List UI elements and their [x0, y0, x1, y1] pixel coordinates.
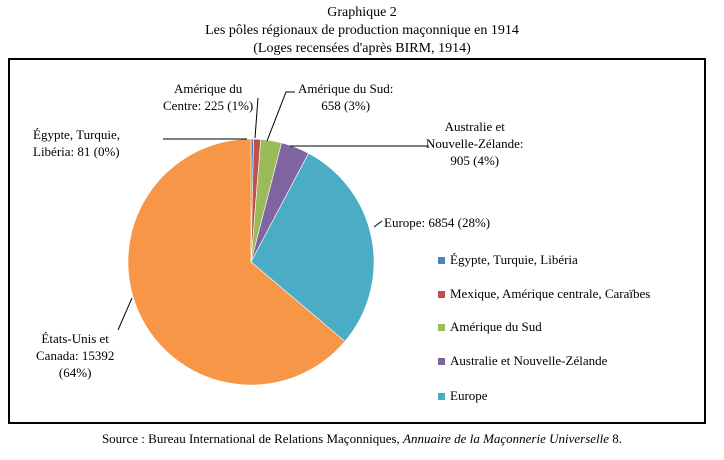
pie-slice: [127, 138, 346, 386]
data-label-australie: Australie et Nouvelle-Zélande: 905 (4%): [426, 118, 523, 169]
data-label-egypt-line2: Libéria: 81 (0%): [33, 144, 120, 159]
data-label-egypt-line1: Égypte, Turquie,: [33, 127, 121, 142]
data-label-centre-line1: Amérique du: [174, 81, 243, 96]
chart-title-block: Graphique 2 Les pôles régionaux de produ…: [0, 4, 724, 58]
pie-slice: [250, 152, 375, 342]
legend-label: Australie et Nouvelle-Zélande: [450, 353, 608, 368]
data-label-sud-line2: 658 (3%): [321, 98, 371, 113]
data-label-australie-line1: Australie et: [444, 119, 505, 134]
leader-line: [254, 97, 259, 139]
source-note: Source : Bureau International de Relatio…: [0, 431, 724, 447]
source-suffix: 8.: [609, 431, 623, 446]
chart-title: Graphique 2: [327, 5, 397, 20]
legend-swatch: [438, 392, 445, 400]
legend-item: Mexique, Amérique centrale, Caraïbes: [438, 286, 650, 302]
data-label-centre-line2: Centre: 225 (1%): [163, 98, 254, 113]
data-label-usa-line3: (64%): [58, 365, 92, 380]
source-prefix: Source : Bureau International de Relatio…: [101, 431, 404, 446]
data-label-sud-line1: Amérique du Sud:: [298, 81, 394, 96]
data-label-egypt: Égypte, Turquie, Libéria: 81 (0%): [33, 126, 120, 160]
legend-swatch: [438, 290, 445, 298]
legend-label: Égypte, Turquie, Libéria: [450, 252, 578, 267]
legend-item: Égypte, Turquie, Libéria: [438, 252, 578, 268]
data-label-usa: États-Unis et Canada: 15392 (64%): [36, 330, 114, 381]
data-label-usa-line1: États-Unis et: [41, 331, 109, 346]
leader-line: [373, 220, 383, 228]
legend-label: Amérique du Sud: [450, 319, 542, 334]
data-label-europe-line1: Europe: 6854 (28%): [384, 215, 491, 230]
data-label-centre: Amérique du Centre: 225 (1%): [163, 80, 253, 114]
data-label-australie-line2: Nouvelle-Zélande:: [426, 136, 524, 151]
legend-swatch: [438, 256, 445, 264]
data-label-sud: Amérique du Sud: 658 (3%): [298, 80, 393, 114]
leader-line: [266, 91, 295, 142]
chart-subtitle-note: (Loges recensées d'après BIRM, 1914): [253, 41, 471, 56]
legend-item: Europe: [438, 388, 488, 404]
chart-subtitle: Les pôles régionaux de production maçonn…: [205, 23, 519, 38]
leader-line: [117, 297, 133, 331]
data-label-europe: Europe: 6854 (28%): [384, 214, 490, 231]
legend-item: Australie et Nouvelle-Zélande: [438, 353, 607, 369]
legend-label: Europe: [450, 388, 488, 403]
legend-item: Amérique du Sud: [438, 319, 542, 335]
legend-swatch: [438, 323, 445, 331]
data-label-usa-line2: Canada: 15392: [36, 348, 115, 363]
source-title: Annuaire de la Maçonnerie Universelle: [403, 431, 610, 446]
data-label-australie-line3: 905 (4%): [450, 153, 500, 168]
legend-swatch: [438, 357, 445, 365]
legend-label: Mexique, Amérique centrale, Caraïbes: [450, 286, 651, 301]
